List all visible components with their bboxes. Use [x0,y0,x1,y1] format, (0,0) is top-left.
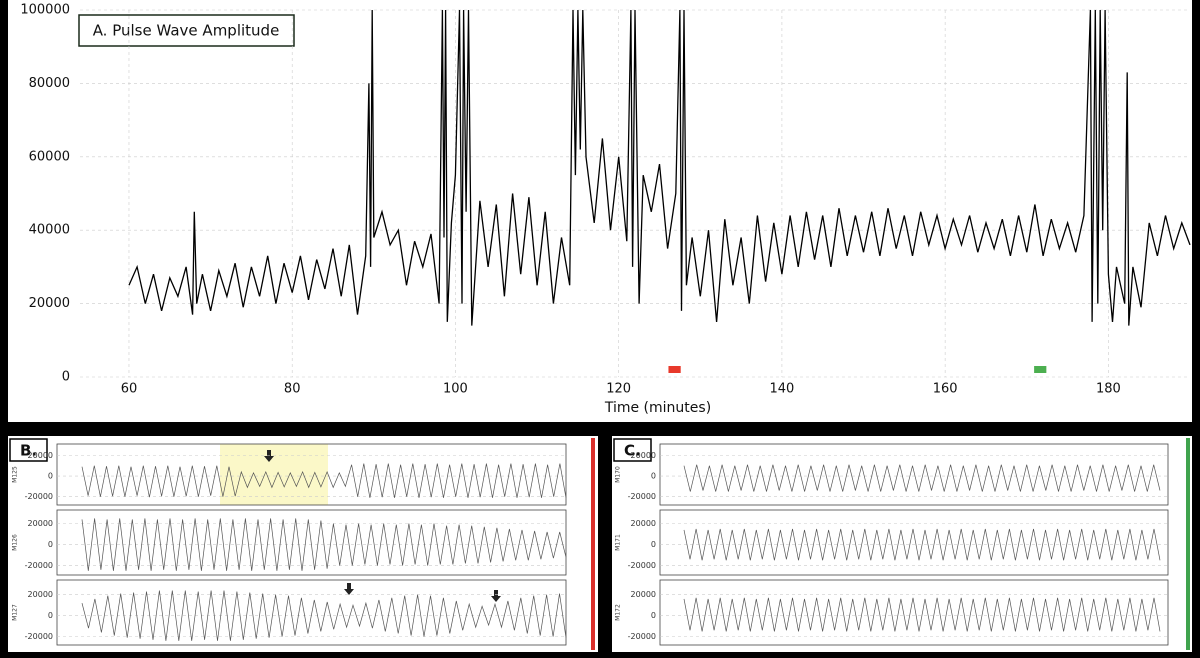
y-tick-label: 20000 [631,451,656,460]
x-axis-label: Time (minutes) [604,400,711,416]
panel-label-box [613,438,652,462]
panel-label: B. [20,442,37,460]
y-tick-label: 0 [651,472,656,481]
panel-side-bar [1186,438,1190,650]
y-tick-label: 0 [48,540,53,549]
time-marker [1034,366,1047,373]
x-tick-label: 180 [1096,382,1121,397]
y-tick-label: -20000 [628,492,656,501]
y-tick-label: 20000 [631,590,656,599]
line [128,9,1191,326]
y-tick-label: 20000 [28,451,53,460]
x-tick-label: 80 [284,382,301,397]
y-axis-label: M125 [12,466,19,483]
y-tick-label: 0 [48,611,53,620]
subplot-frame [659,443,1169,506]
x-tick-label: 100 [443,382,468,397]
y-tick-label: 40000 [29,223,70,238]
line [81,518,567,571]
y-tick-label: 0 [651,611,656,620]
subplot-frame [56,579,567,646]
panel-a [8,0,1192,422]
line [81,463,567,498]
line [683,528,1161,561]
arrow [491,590,501,602]
y-axis-label: M170 [615,466,622,483]
x-tick-label: 160 [933,382,958,397]
y-tick-label: 20000 [28,519,53,528]
y-tick-label: 20000 [29,296,70,311]
y-axis-label: M171 [615,534,622,551]
y-tick-label: -20000 [25,632,53,641]
y-tick-label: 0 [651,540,656,549]
y-tick-label: 0 [48,472,53,481]
title-box [78,14,295,47]
panel-label-box [9,438,48,462]
y-tick-label: 80000 [29,76,70,91]
arrows [264,450,501,602]
panel-c [612,436,1192,652]
subplot-frame [659,509,1169,576]
y-tick-label: 20000 [631,519,656,528]
arrow [264,450,274,462]
y-axis-label: M127 [12,604,19,621]
y-axis-label: M126 [12,534,19,551]
subplot-frame [659,579,1169,646]
y-tick-label: 20000 [28,590,53,599]
line [81,590,567,641]
y-axis-label: M172 [615,604,622,621]
subplot-frame [56,443,567,506]
panel-side-bar [591,438,595,650]
line [683,464,1161,492]
highlight-region [220,444,328,505]
y-tick-label: 0 [62,370,70,385]
chart-title: A. Pulse Wave Amplitude [93,22,280,40]
y-tick-label: 100000 [20,3,70,18]
y-tick-label: -20000 [25,561,53,570]
y-tick-label: 60000 [29,149,70,164]
x-tick-label: 140 [769,382,794,397]
subplot-frame [56,509,567,576]
x-tick-label: 60 [121,382,138,397]
x-tick-label: 120 [606,382,631,397]
panel-label: C. [624,442,641,460]
y-tick-label: -20000 [628,632,656,641]
line [683,597,1161,632]
y-tick-label: -20000 [628,561,656,570]
arrow [344,583,354,595]
y-tick-label: -20000 [25,492,53,501]
time-marker [668,366,681,373]
